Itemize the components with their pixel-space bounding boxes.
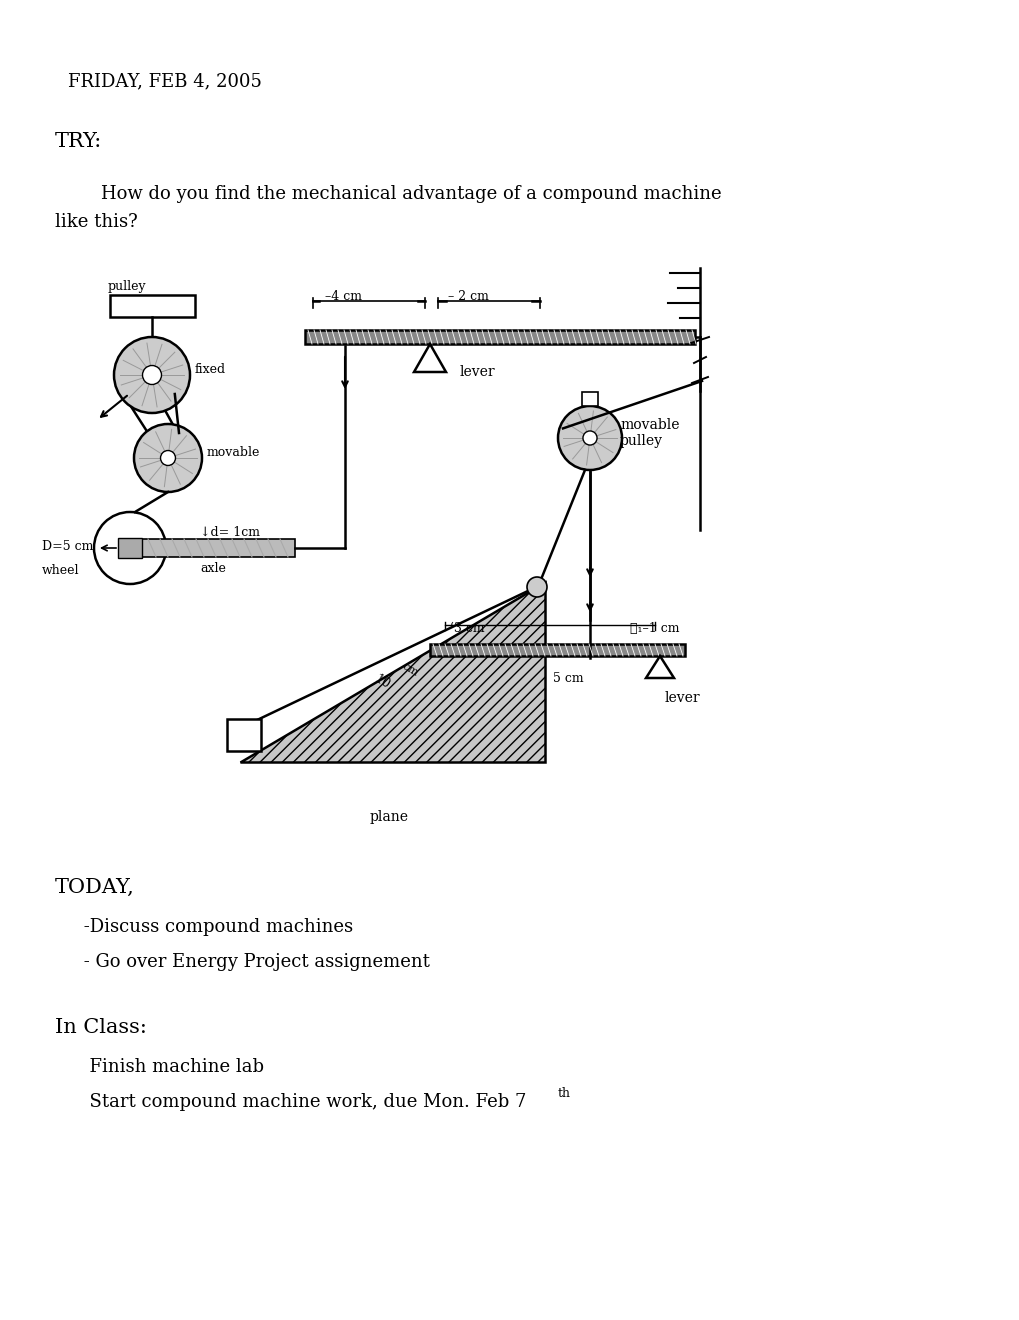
Circle shape <box>122 540 138 556</box>
Bar <box>430 644 685 656</box>
Text: -Discuss compound machines: -Discuss compound machines <box>55 917 353 936</box>
Text: wheel: wheel <box>42 564 79 577</box>
Text: fixed: fixed <box>195 363 226 376</box>
Circle shape <box>114 337 190 413</box>
Bar <box>582 392 597 407</box>
Text: How do you find the mechanical advantage of a compound machine: How do you find the mechanical advantage… <box>55 185 720 203</box>
Text: In Class:: In Class: <box>55 1018 147 1038</box>
Text: pulley: pulley <box>108 280 147 293</box>
Circle shape <box>557 407 622 470</box>
Bar <box>118 539 142 558</box>
Bar <box>305 330 694 345</box>
Text: 10: 10 <box>372 672 392 692</box>
Circle shape <box>133 424 202 492</box>
Text: 5 cm: 5 cm <box>552 672 583 685</box>
Polygon shape <box>645 656 674 678</box>
Text: - Go over Energy Project assignement: - Go over Energy Project assignement <box>55 953 429 972</box>
Text: like this?: like this? <box>55 213 138 231</box>
Text: lever: lever <box>460 366 495 379</box>
Text: ‘3 cm: ‘3 cm <box>449 622 484 635</box>
Circle shape <box>143 366 161 384</box>
Text: th: th <box>557 1086 571 1100</box>
Polygon shape <box>239 582 544 762</box>
Text: cm: cm <box>400 661 420 678</box>
Text: FRIDAY, FEB 4, 2005: FRIDAY, FEB 4, 2005 <box>68 73 262 90</box>
Text: Finish machine lab: Finish machine lab <box>55 1059 264 1076</box>
Circle shape <box>583 430 596 445</box>
Text: plane: plane <box>370 810 409 824</box>
Text: D=5 cm: D=5 cm <box>42 540 94 553</box>
Text: TRY:: TRY: <box>55 132 102 150</box>
Text: lever: lever <box>664 690 700 705</box>
Circle shape <box>527 577 546 597</box>
Bar <box>227 719 261 751</box>
Bar <box>110 294 195 317</box>
Circle shape <box>160 450 175 466</box>
Text: movable: movable <box>207 446 260 459</box>
Text: Start compound machine work, due Mon. Feb 7: Start compound machine work, due Mon. Fe… <box>55 1093 526 1111</box>
Text: axle: axle <box>200 562 225 576</box>
Text: – 2 cm: – 2 cm <box>447 290 488 304</box>
Text: –4 cm: –4 cm <box>325 290 362 304</box>
Polygon shape <box>414 345 445 372</box>
Text: ↓d= 1cm: ↓d= 1cm <box>200 525 260 539</box>
Text: ␹₁–1 cm: ␹₁–1 cm <box>630 622 679 635</box>
Circle shape <box>94 512 166 583</box>
Bar <box>140 539 294 557</box>
Text: movable
pulley: movable pulley <box>620 418 679 449</box>
Text: TODAY,: TODAY, <box>55 878 135 898</box>
